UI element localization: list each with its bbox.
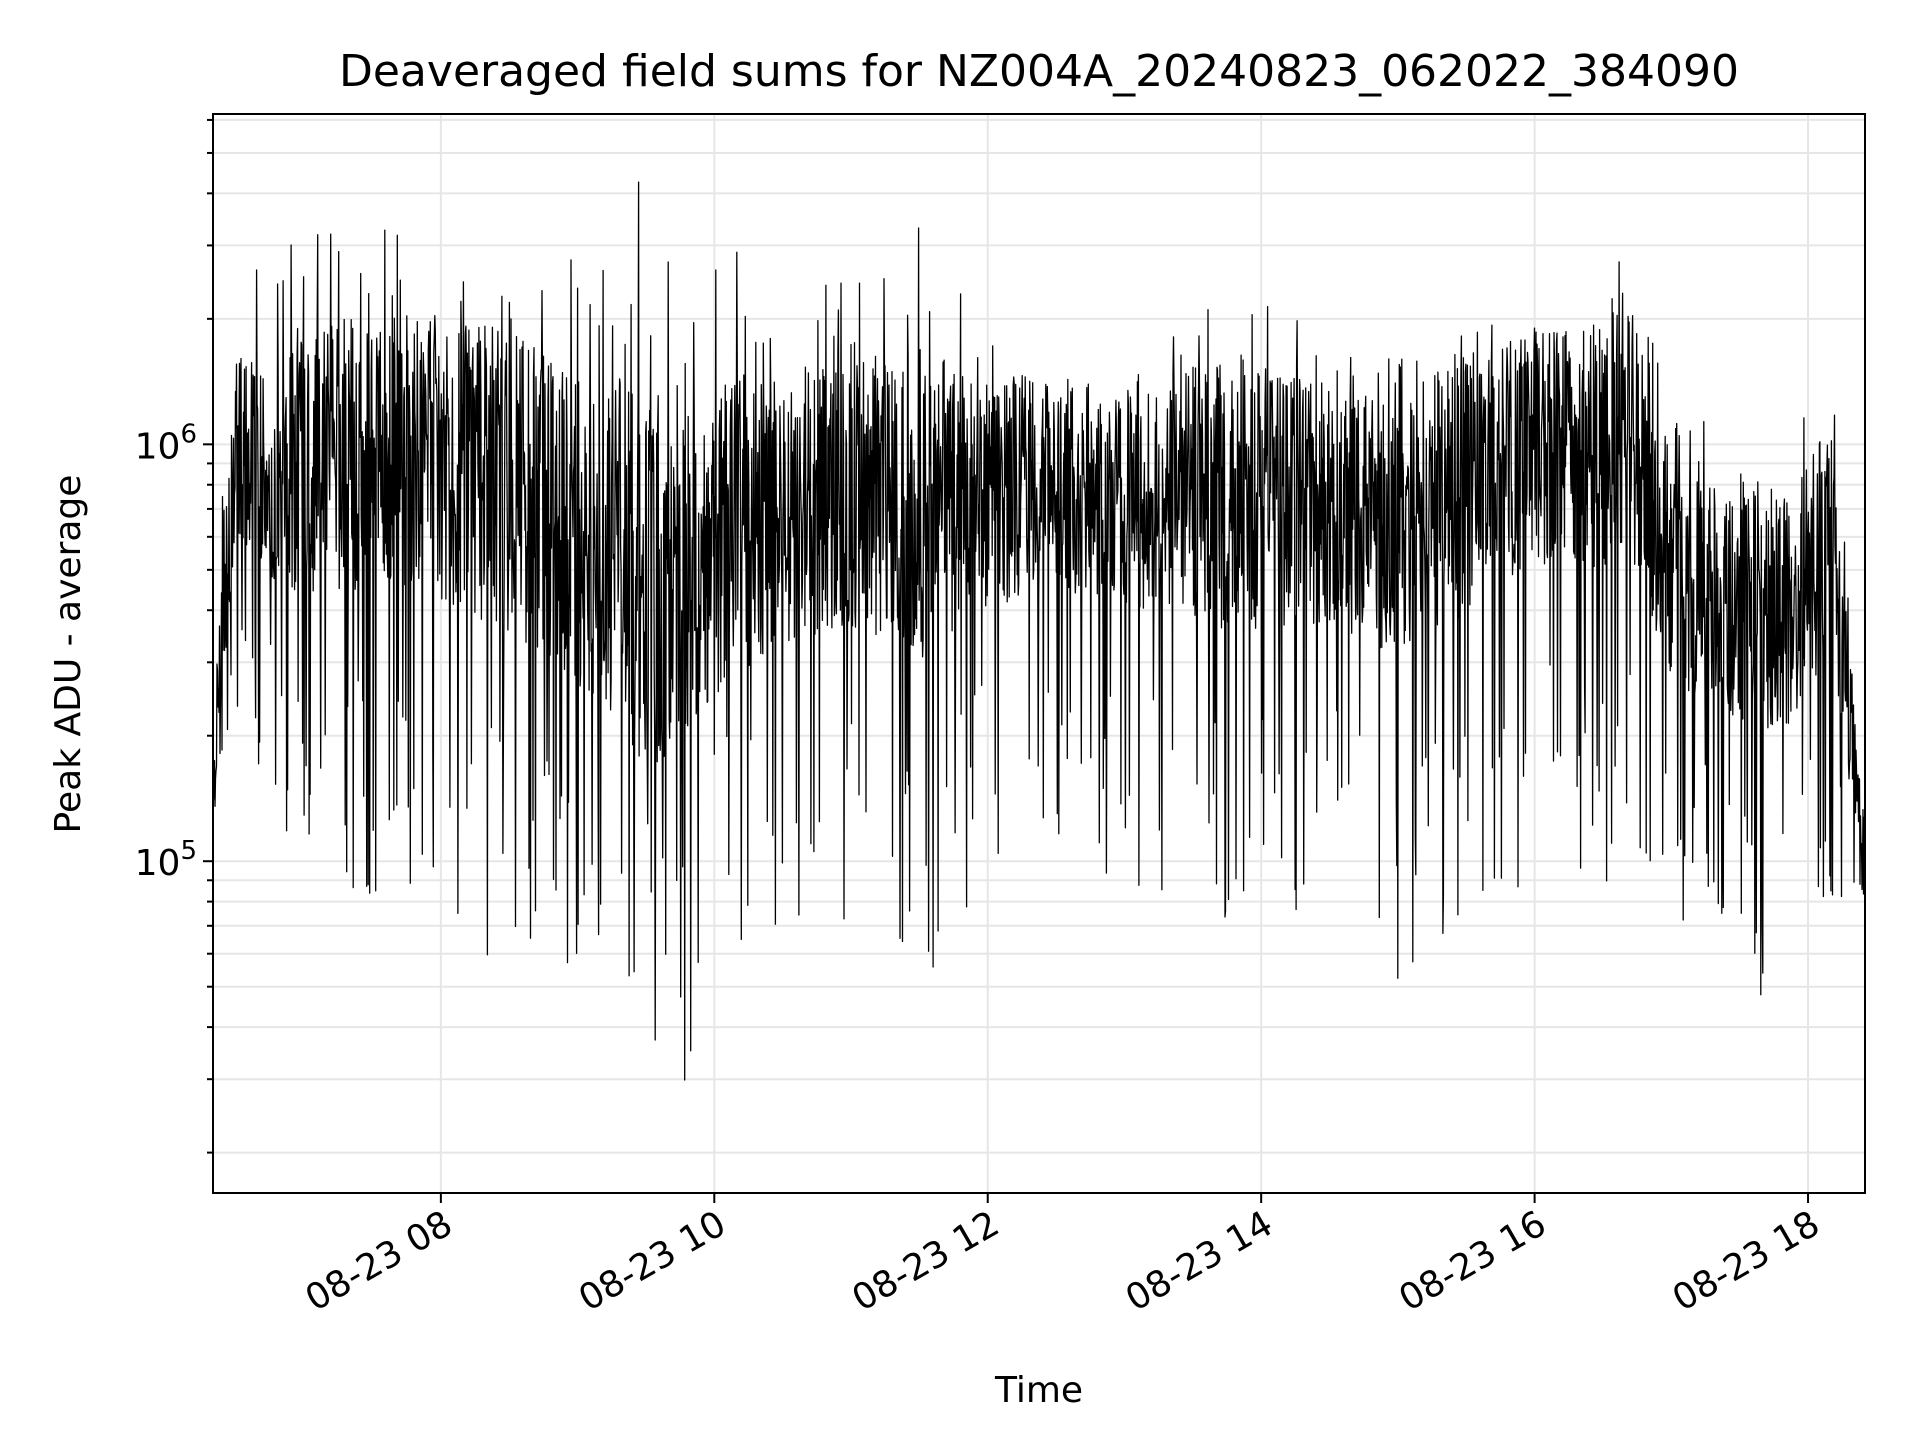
y-tick-base: 10 <box>135 426 181 467</box>
y-tick-exponent: 6 <box>180 419 197 449</box>
y-tick-base: 10 <box>135 843 181 884</box>
chart-title: Deaveraged field sums for NZ004A_2024082… <box>339 46 1739 97</box>
plot-frame <box>212 113 1866 1194</box>
y-tick-label: 106 <box>135 419 197 467</box>
series-path <box>212 181 1866 1081</box>
y-tick-exponent: 5 <box>180 836 197 866</box>
y-axis-label: Peak ADU - average <box>48 475 89 834</box>
x-axis-label: Time <box>994 1370 1083 1411</box>
y-tick-label: 105 <box>135 836 197 884</box>
series-line <box>212 181 1866 1081</box>
